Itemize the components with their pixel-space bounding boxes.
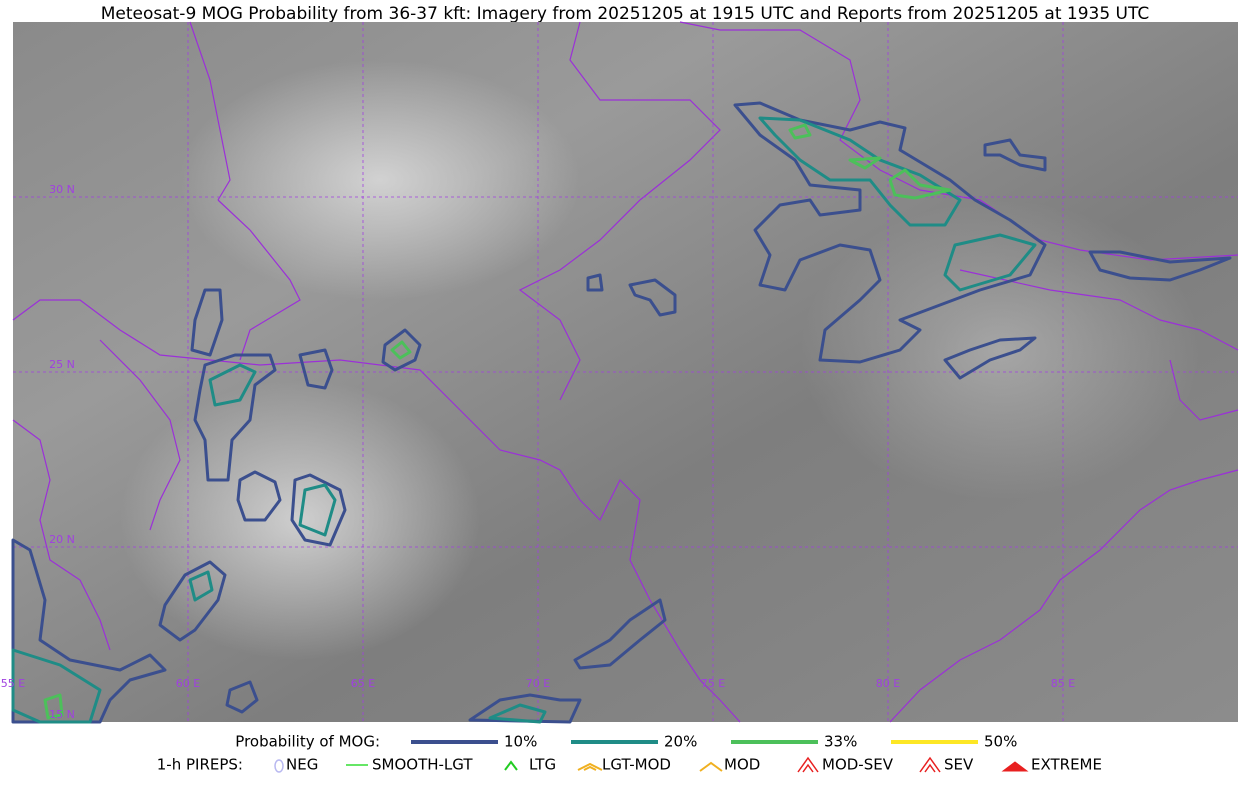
contour — [943, 233, 1037, 292]
contour — [390, 340, 412, 360]
pirep-icon — [274, 759, 284, 773]
borders — [12, 21, 1239, 723]
legend-text: 10% — [504, 733, 537, 751]
contour — [733, 101, 1047, 364]
legend-text: LTG — [529, 756, 556, 774]
contour — [573, 598, 667, 670]
contour — [193, 353, 277, 482]
contour — [11, 538, 167, 724]
pirep-icon — [699, 761, 723, 772]
contour — [290, 473, 347, 547]
contour — [158, 560, 227, 642]
map: 55 E 60 E 65 E 70 E 75 E 80 E 85 E 30 N 25 N 20 N… — [1, 21, 1239, 724]
contour — [1088, 250, 1232, 282]
contour — [188, 570, 214, 602]
contour — [298, 483, 337, 537]
legend-text: NEG — [286, 756, 318, 774]
pirep-icon — [797, 756, 819, 773]
contour — [190, 288, 224, 357]
pirep-icon — [919, 756, 941, 773]
legend-text: 33% — [824, 733, 857, 751]
lat-label: 30 N — [49, 183, 75, 196]
legend-text: LGT-MOD — [602, 756, 671, 774]
contour — [758, 116, 962, 227]
contour — [983, 138, 1047, 172]
contour — [788, 123, 952, 200]
lon-label: 70 E — [526, 677, 550, 690]
lat-label: 15 N — [49, 708, 75, 721]
legend-label: 1-h PIREPS: — [157, 756, 243, 774]
contour — [43, 693, 64, 720]
legend-text: 50% — [984, 733, 1017, 751]
title: Meteosat-9 MOG Probability from 36-37 kf… — [101, 4, 1150, 24]
lat-label: 25 N — [49, 358, 75, 371]
lon-label: 80 E — [876, 677, 900, 690]
legend-text: MOD — [724, 756, 760, 774]
legend-text: SMOOTH-LGT — [372, 756, 473, 774]
lon-label: 85 E — [1051, 677, 1075, 690]
lon-label: 65 E — [351, 677, 375, 690]
contour — [943, 336, 1037, 380]
contour — [236, 470, 282, 522]
contour — [225, 680, 259, 714]
legend-text: 20% — [664, 733, 697, 751]
legend-text: EXTREME — [1031, 756, 1102, 774]
pirep-icon — [504, 760, 518, 771]
graticule — [13, 22, 1238, 722]
contour — [488, 703, 547, 724]
lat-label: 20 N — [49, 533, 75, 546]
legend-text: SEV — [944, 756, 974, 774]
pirep-icon — [1001, 761, 1029, 772]
cloud — [180, 60, 580, 300]
contour — [468, 693, 582, 724]
contour — [298, 348, 334, 390]
legend: Probability of MOG: 10% 20% 33% 50% 1-h PIREP… — [157, 733, 1102, 774]
contours — [11, 101, 1232, 724]
cloud — [800, 200, 1200, 500]
contour — [208, 363, 257, 407]
lon-label: 55 E — [1, 677, 25, 690]
contour — [586, 273, 677, 317]
pirep-icon — [577, 762, 603, 771]
lon-label: 75 E — [701, 677, 725, 690]
contour — [11, 648, 102, 724]
contour — [381, 328, 422, 372]
lon-label: 60 E — [176, 677, 200, 690]
legend-text: MOD-SEV — [822, 756, 894, 774]
legend-label: Probability of MOG: — [235, 733, 380, 751]
graticule-labels: 55 E 60 E 65 E 70 E 75 E 80 E 85 E 30 N 25 N 20 N… — [1, 183, 1075, 721]
